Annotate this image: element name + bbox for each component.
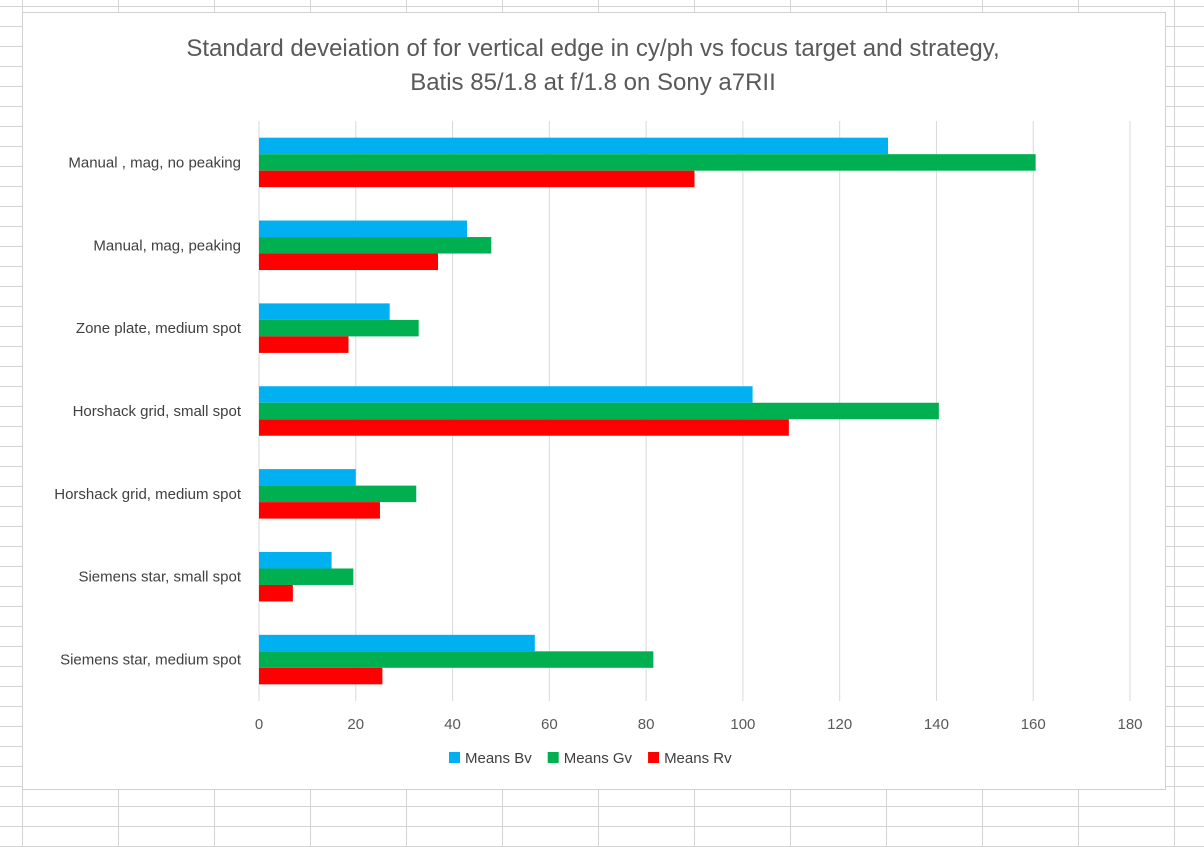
bar — [259, 303, 390, 320]
bar — [259, 386, 753, 403]
category-label: Siemens star, small spot — [78, 569, 241, 586]
bar — [259, 502, 380, 519]
bar — [259, 568, 354, 585]
bar — [259, 170, 695, 188]
category-label: Zone plate, medium spot — [76, 320, 242, 337]
bar — [259, 469, 356, 486]
x-tick-label: 60 — [541, 716, 558, 733]
legend-label: Means Gv — [564, 750, 633, 767]
bar — [259, 237, 492, 254]
category-label: Horshack grid, small spot — [73, 403, 242, 420]
bar — [259, 319, 419, 337]
legend-swatch — [449, 752, 460, 763]
x-tick-label: 0 — [255, 716, 263, 733]
category-axis: Manual , mag, no peaking Manual, mag, pea… — [54, 154, 242, 668]
bar-chart: Standard deveiation of for vertical edge… — [54, 35, 1143, 767]
bar — [259, 584, 293, 602]
category-label: Manual, mag, peaking — [93, 237, 241, 254]
bar — [259, 419, 789, 436]
legend-label: Means Rv — [664, 750, 732, 767]
category-label: Manual , mag, no peaking — [68, 154, 241, 171]
legend-swatch — [547, 752, 559, 763]
value-axis: 0 20 40 60 80 100 120 140 160 180 — [255, 716, 1143, 733]
x-tick-label: 160 — [1021, 716, 1046, 733]
category-label: Horshack grid, medium spot — [54, 486, 242, 503]
x-tick-label: 120 — [827, 716, 852, 733]
x-tick-label: 100 — [730, 716, 755, 733]
bar — [259, 154, 1036, 171]
x-tick-label: 180 — [1117, 716, 1142, 733]
chart-title-line-2: Batis 85/1.8 at f/1.8 on Sony a7RII — [410, 69, 776, 96]
chart-title: Standard deveiation of for vertical edge… — [186, 35, 999, 96]
legend-label: Means Bv — [465, 750, 532, 767]
legend-swatch — [648, 752, 660, 763]
bar — [259, 220, 468, 238]
bar — [259, 667, 383, 685]
x-tick-label: 140 — [924, 716, 949, 733]
bar — [259, 336, 349, 353]
bar — [259, 651, 654, 668]
legend: Means Bv Means Gv Means Rv — [449, 750, 732, 767]
chart-area[interactable]: Standard deveiation of for vertical edge… — [22, 12, 1166, 790]
bar — [259, 253, 439, 271]
x-tick-label: 40 — [444, 716, 461, 733]
bar — [259, 402, 939, 420]
bar — [259, 485, 417, 503]
chart-title-line-1: Standard deveiation of for vertical edge… — [186, 35, 999, 62]
bars — [259, 137, 1036, 685]
bar — [259, 137, 889, 155]
bar — [259, 634, 535, 652]
x-tick-label: 80 — [638, 716, 655, 733]
category-label: Siemens star, medium spot — [60, 652, 242, 669]
bar — [259, 551, 332, 569]
x-tick-label: 20 — [347, 716, 364, 733]
